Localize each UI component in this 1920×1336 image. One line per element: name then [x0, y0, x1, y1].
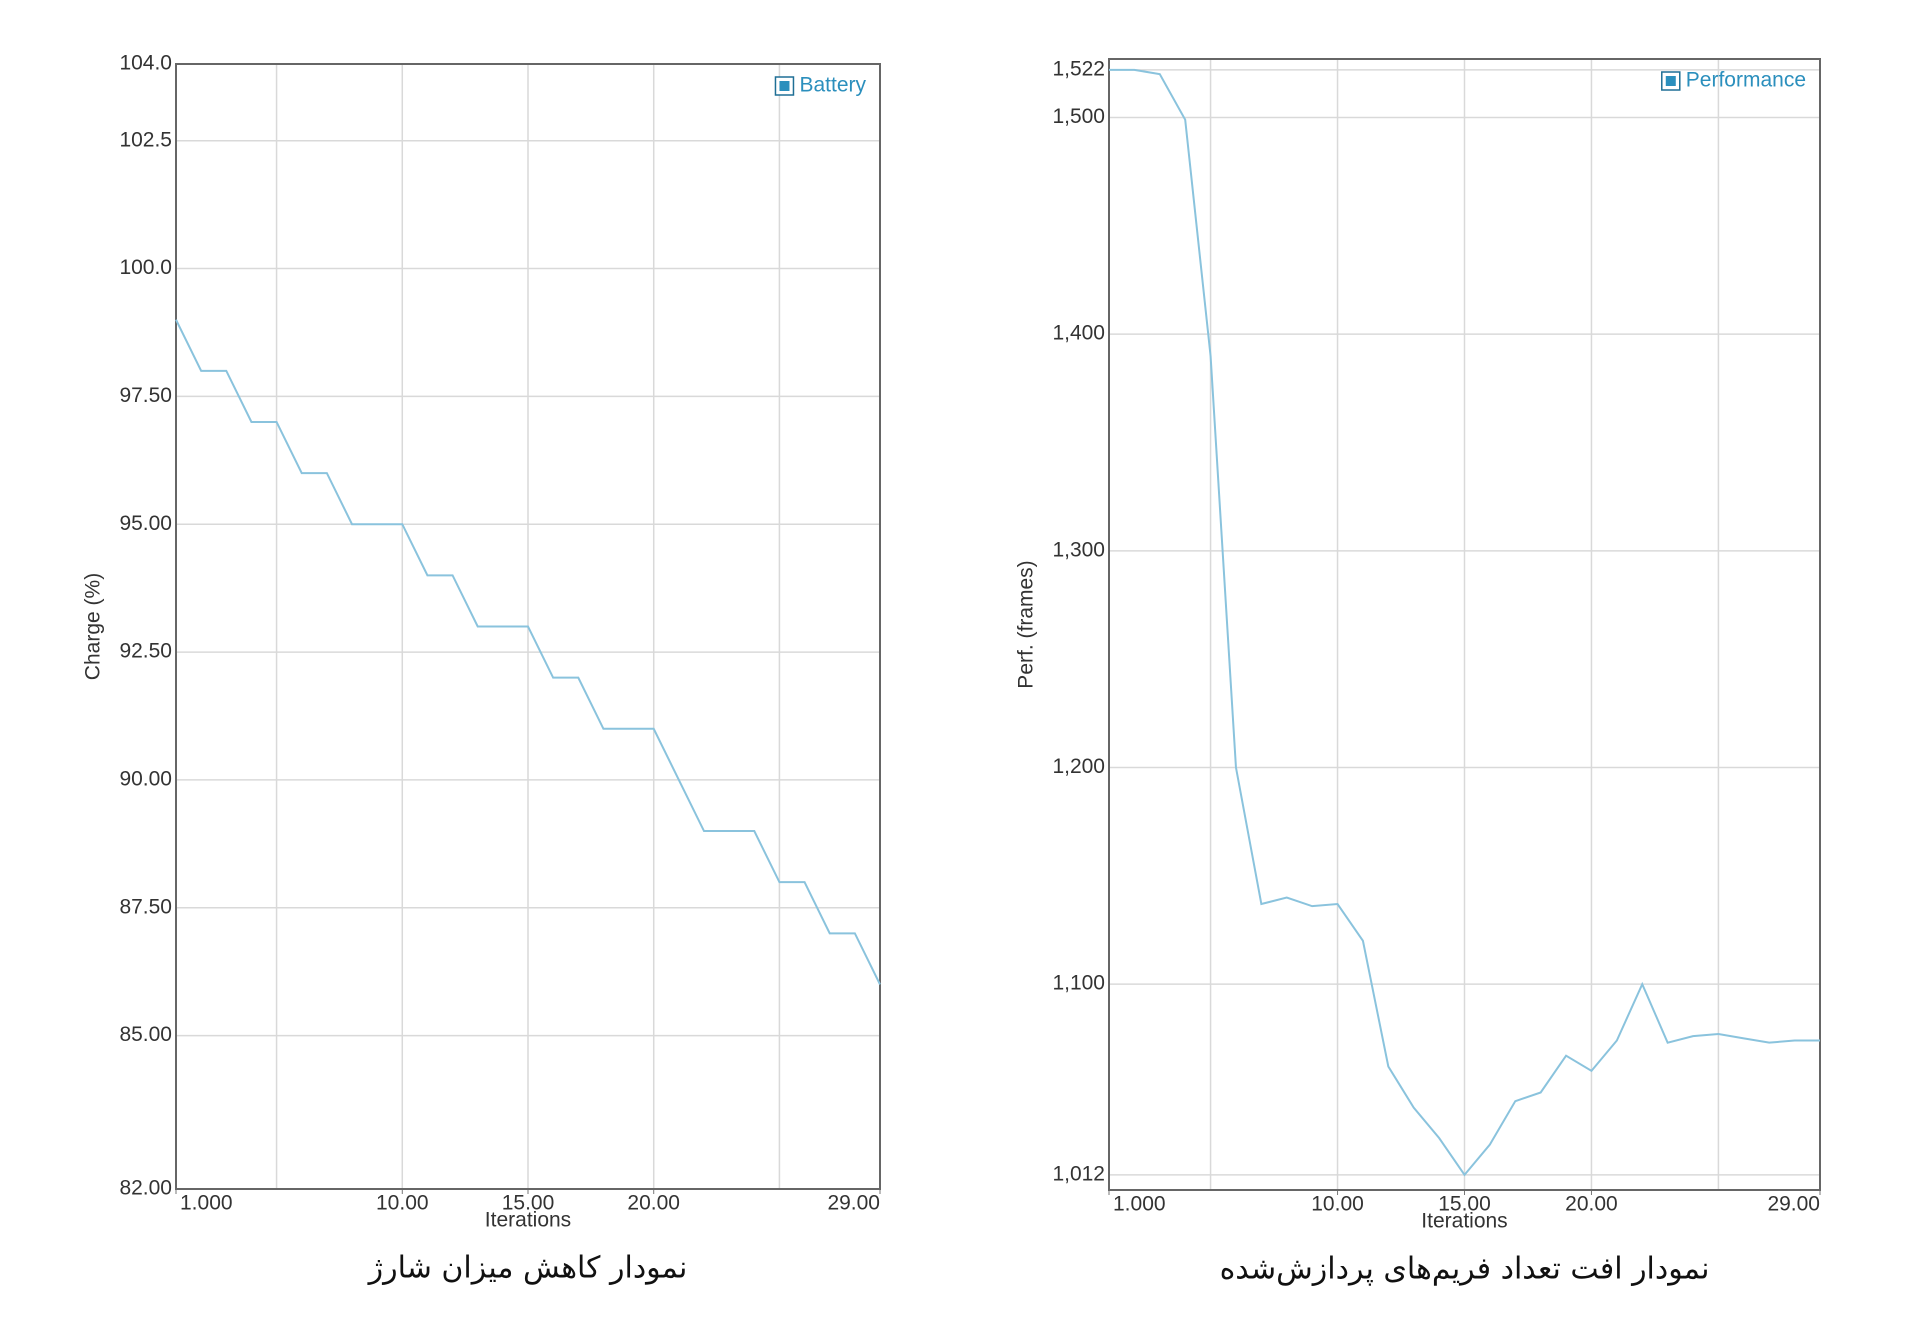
x-tick-label: 29.00 [827, 1192, 880, 1215]
chart: 82.00 85.00 87.50 90.00 92.50 95.00 97.50 100.0… [82, 52, 881, 1286]
legend-swatch-fill [1665, 76, 1676, 86]
y-tick-label: 85.00 [119, 1023, 172, 1046]
x-axis-label: Iterations [1421, 1210, 1507, 1233]
x-tick-label: 15.00 [1438, 1193, 1491, 1216]
y-tick-label: 1,200 [1052, 755, 1105, 778]
chart-title: نمودار کاهش میزان شارژ [367, 1251, 688, 1286]
y-tick-label: 104.0 [119, 52, 172, 75]
x-tick-label: 10.00 [376, 1192, 429, 1215]
x-tick-label: 20.00 [1565, 1193, 1618, 1216]
y-tick-label: 100.0 [119, 256, 172, 279]
legend-label: Performance [1686, 69, 1806, 92]
legend-label: Battery [799, 74, 866, 97]
y-tick-label: 95.00 [119, 512, 172, 535]
y-tick-label: 1,012 [1052, 1162, 1105, 1185]
x-tick-label: 15.00 [502, 1192, 555, 1215]
y-axis-label: Charge (%) [82, 573, 105, 680]
y-tick-label: 97.50 [119, 384, 172, 407]
x-tick-label: 1.000 [1113, 1193, 1166, 1216]
legend-swatch-fill [779, 81, 790, 91]
plot-border [175, 63, 881, 1190]
y-tick-label: 102.5 [119, 128, 172, 151]
x-axis-label: Iterations [485, 1209, 571, 1232]
y-tick-label: 1,400 [1052, 322, 1105, 345]
data-line [1109, 68, 1820, 1177]
x-tick-label: 20.00 [627, 1192, 680, 1215]
x-tick-label: 1.000 [180, 1192, 233, 1215]
y-tick-label: 87.50 [119, 895, 172, 918]
x-tick-label: 29.00 [1767, 1193, 1820, 1216]
y-tick-label: 90.00 [119, 767, 172, 790]
y-axis-label: Perf. (frames) [1015, 560, 1038, 688]
y-tick-label: 1,522 [1052, 57, 1105, 80]
chart: 1,012 1,100 1,200 1,300 1,400 1,500 1,522 1.000… [1015, 57, 1821, 1287]
y-tick-label: 82.00 [119, 1177, 172, 1200]
data-line [175, 319, 881, 985]
chart-title: نمودار افت تعداد فریم‌های پردازش‌شده [1220, 1252, 1710, 1287]
y-tick-label: 1,100 [1052, 972, 1105, 995]
y-tick-label: 92.50 [119, 640, 172, 663]
y-tick-label: 1,500 [1052, 105, 1105, 128]
plot-border [1108, 58, 1821, 1191]
y-tick-label: 1,300 [1052, 538, 1105, 561]
x-tick-label: 10.00 [1311, 1193, 1364, 1216]
